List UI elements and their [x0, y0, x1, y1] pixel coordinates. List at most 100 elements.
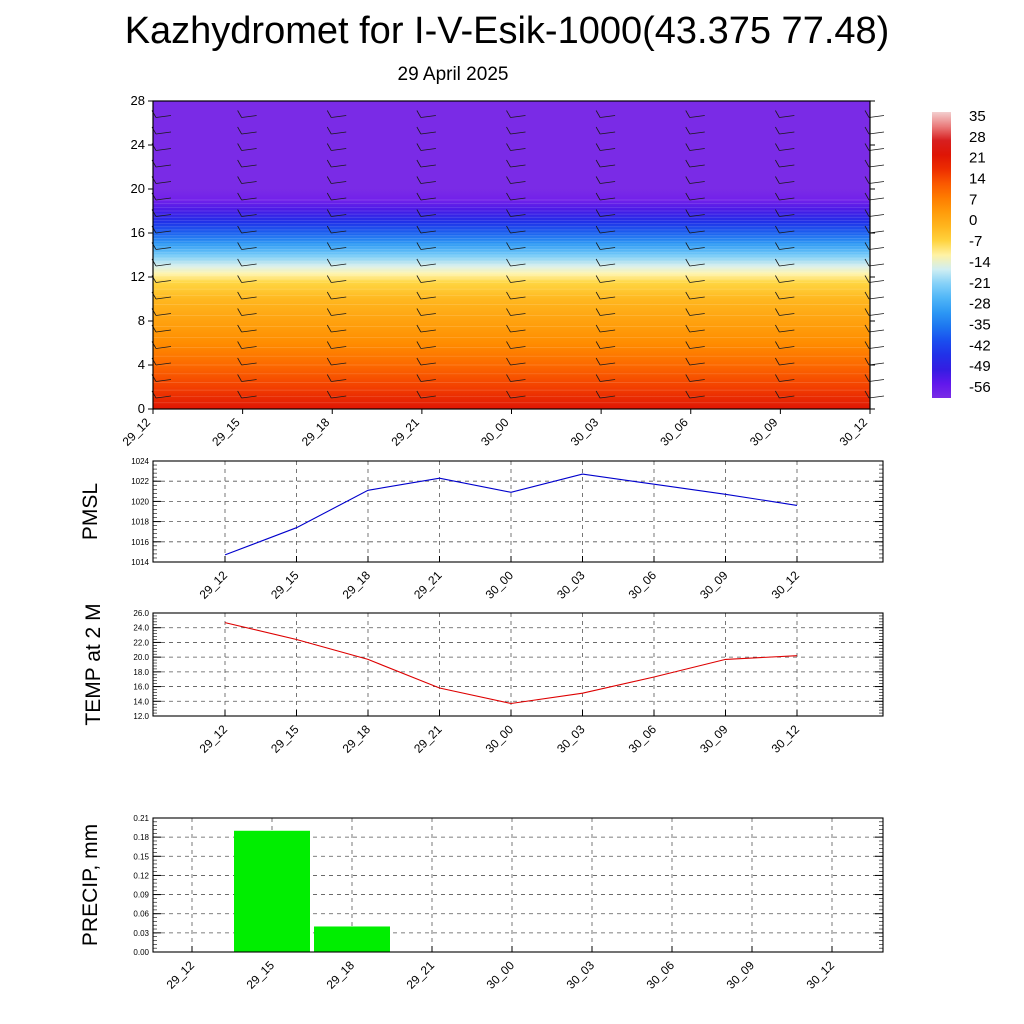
colorbar-label: -42 — [969, 337, 991, 354]
wind-barb — [779, 247, 795, 250]
wind-barb — [868, 247, 885, 250]
wind-barb — [241, 115, 257, 118]
precip-y-tick-label: 0.09 — [133, 891, 149, 900]
pmsl-y-tick-label: 1016 — [131, 538, 149, 547]
wind-barb — [155, 197, 172, 201]
wind-barb — [510, 131, 526, 135]
wind-barb — [416, 192, 422, 201]
wind-barb — [510, 181, 526, 184]
temp-y-tick-label: 14.0 — [133, 697, 149, 706]
wind-barb — [155, 313, 172, 316]
wind-barb — [864, 110, 870, 118]
wind-barb — [420, 346, 436, 349]
wind-barb — [600, 148, 616, 151]
colorbar-label: 21 — [969, 150, 986, 167]
wind-barb — [779, 131, 795, 135]
pmsl-y-tick-label: 1018 — [131, 518, 149, 527]
precip-y-tick-label: 0.21 — [133, 814, 149, 823]
heat-x-tick-label: 30_12 — [837, 415, 871, 449]
wind-barb — [506, 357, 511, 366]
wind-barb — [326, 159, 332, 168]
wind-barb — [600, 115, 616, 118]
wind-barb — [600, 329, 616, 333]
precip-x-tick-label: 30_06 — [644, 958, 678, 992]
wind-barb — [420, 329, 436, 333]
wind-barb — [416, 242, 422, 250]
wind-barb — [237, 275, 242, 283]
colorbar-label: -28 — [969, 296, 991, 313]
wind-barb — [775, 390, 780, 399]
wind-barb — [155, 296, 172, 300]
wind-barb — [868, 115, 885, 118]
wind-barb — [779, 395, 795, 399]
wind-barb — [775, 225, 780, 234]
wind-barb — [331, 379, 347, 382]
temp-x-tick-label: 30_00 — [483, 722, 517, 756]
wind-barb — [689, 329, 705, 333]
wind-barb — [595, 258, 601, 267]
heat-y-tick-label: 28 — [131, 93, 145, 108]
pmsl-x-tick-label: 30_06 — [626, 568, 660, 602]
wind-barb — [416, 390, 422, 399]
wind-barb — [420, 115, 436, 118]
wind-barb — [506, 143, 511, 151]
wind-barb — [775, 143, 780, 151]
wind-barb — [595, 126, 601, 135]
colorbar: 35 28 21 14 7 0 -7 -14 -21 -28 -35 -42 -49 -56 — [932, 108, 991, 398]
wind-barb — [685, 275, 691, 283]
wind-barb — [506, 324, 511, 333]
wind-barb — [331, 346, 347, 349]
wind-barb — [416, 275, 422, 283]
wind-barb — [779, 296, 795, 300]
wind-barb — [241, 181, 257, 184]
wind-barb — [595, 209, 601, 217]
wind-barb — [775, 275, 780, 283]
temp-x-tick-label: 30_12 — [769, 722, 803, 756]
pmsl-x-tick-label: 30_09 — [697, 568, 731, 602]
wind-barb — [595, 225, 601, 234]
wind-barb — [685, 143, 691, 151]
wind-barb — [237, 209, 242, 217]
wind-barb — [506, 374, 511, 382]
wind-barb — [331, 164, 347, 168]
wind-barb — [331, 197, 347, 201]
pmsl-series-line — [224, 473, 798, 556]
precip-y-tick-label: 0.18 — [133, 833, 149, 842]
temp-y-tick-label: 26.0 — [133, 609, 149, 618]
wind-barb — [600, 230, 616, 234]
wind-barb — [237, 176, 242, 184]
wind-barb — [685, 176, 691, 184]
wind-barb — [600, 263, 616, 267]
wind-barb — [868, 296, 885, 300]
heat-x-tick-label: 30_09 — [747, 415, 781, 449]
pmsl-y-tick-label: 1024 — [131, 457, 149, 466]
pmsl-frame — [152, 460, 884, 563]
wind-barb — [155, 148, 172, 151]
wind-barb — [868, 197, 885, 201]
wind-barb — [241, 280, 257, 283]
wind-barb — [331, 214, 347, 217]
wind-barb — [775, 324, 780, 333]
wind-barb — [600, 346, 616, 349]
wind-barb — [685, 357, 691, 366]
precip-y-tick-label: 0.15 — [133, 852, 149, 861]
wind-barb — [241, 230, 257, 234]
pmsl-panel: 1014 1016 1018 1020 1022 1024 29_12 29_15 29_18 2… — [79, 457, 884, 602]
wind-barb — [510, 197, 526, 201]
wind-barb — [237, 225, 242, 234]
wind-barb — [775, 209, 780, 217]
wind-barb — [595, 390, 601, 399]
wind-barb — [779, 214, 795, 217]
wind-barb — [326, 143, 332, 151]
wind-barb — [868, 263, 885, 267]
pmsl-y-tick-label: 1014 — [131, 558, 149, 567]
wind-barb — [868, 148, 885, 151]
wind-barb — [241, 214, 257, 217]
wind-barb — [331, 247, 347, 250]
pmsl-y-tick-label: 1020 — [131, 497, 149, 506]
precip-x-tick-label: 30_00 — [484, 958, 518, 992]
wind-barb — [506, 258, 511, 267]
heat-x-tick-label: 29_15 — [209, 415, 243, 449]
wind-barb — [595, 308, 601, 316]
wind-barb — [420, 230, 436, 234]
